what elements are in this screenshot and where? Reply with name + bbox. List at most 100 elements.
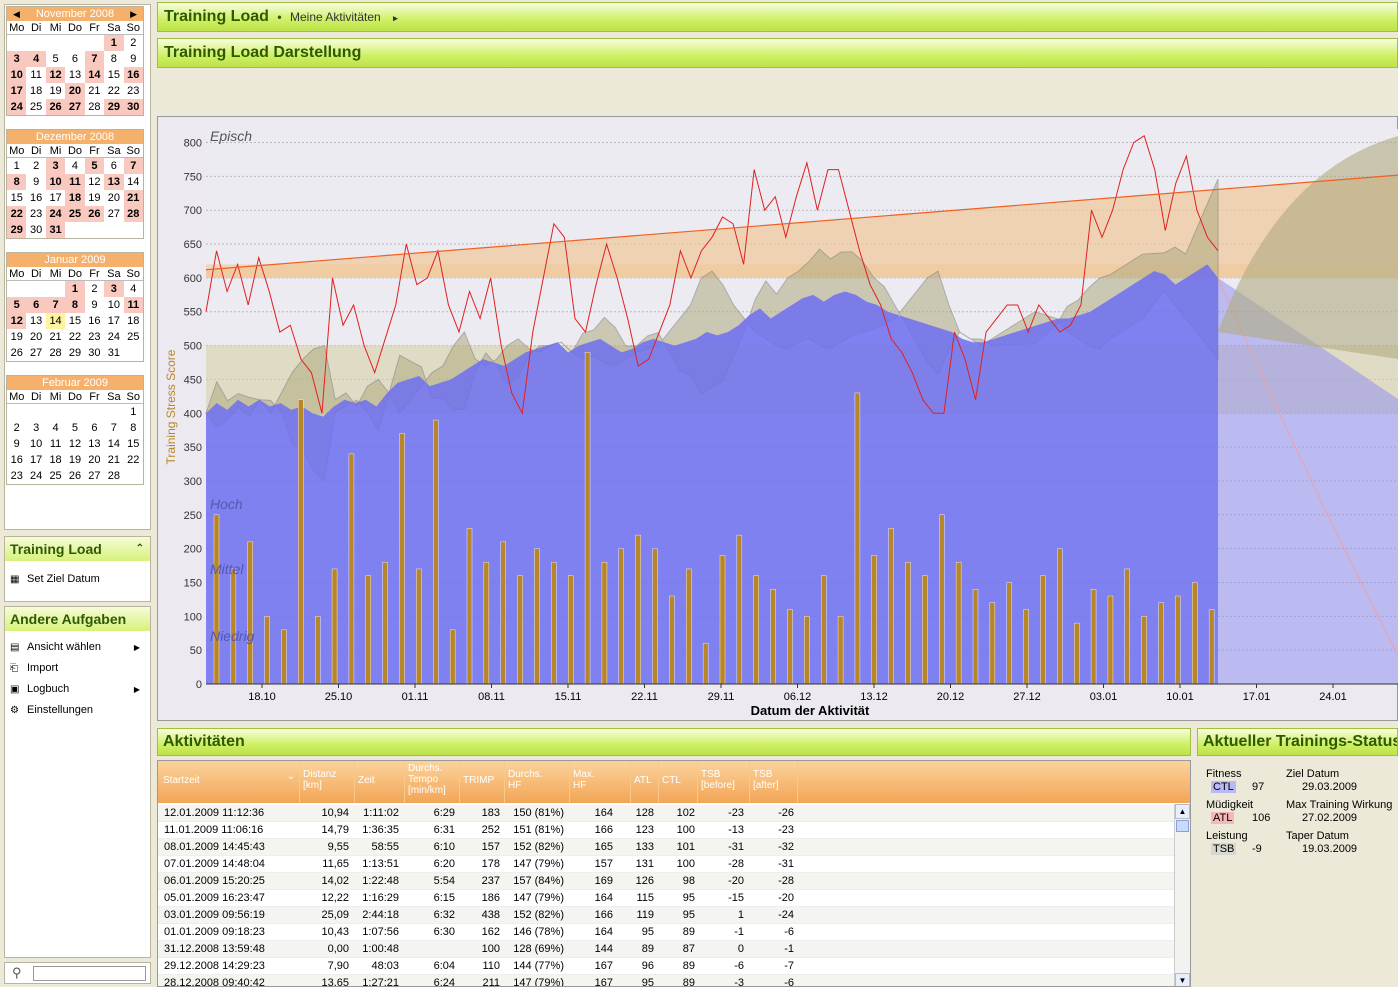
calendar-day[interactable]: 25 [127, 331, 140, 343]
calendar-day[interactable]: 17 [7, 83, 27, 99]
calendar-day[interactable]: 26 [68, 470, 82, 482]
calendar-day[interactable]: 5 [71, 422, 79, 434]
scrollbar[interactable]: ▲ ▼ [1174, 804, 1190, 986]
calendar-day[interactable]: 3 [45, 158, 66, 174]
calendar-day[interactable]: 3 [7, 51, 27, 67]
calendar-day[interactable]: 6 [91, 422, 98, 434]
calendar-day[interactable]: 30 [123, 99, 143, 115]
calendar-day[interactable]: 1 [104, 35, 124, 51]
calendar-day[interactable]: 29 [68, 347, 82, 359]
calendar-day[interactable]: 10 [45, 174, 66, 190]
calendar-day[interactable]: 21 [107, 454, 120, 466]
calendar-day[interactable]: 20 [88, 454, 101, 466]
view-select-item[interactable]: ▤ Ansicht wählen ▶ [5, 637, 150, 658]
calendar-day[interactable]: 8 [7, 174, 27, 190]
calendar-day[interactable]: 19 [68, 454, 82, 466]
column-header[interactable]: TSB [before] [698, 761, 750, 803]
calendar-day[interactable]: 24 [7, 99, 27, 115]
calendar-day[interactable]: 6 [71, 53, 79, 65]
calendar-day[interactable]: 4 [71, 160, 79, 172]
calendar-day[interactable]: 28 [49, 347, 62, 359]
calendar-day[interactable]: 1 [65, 281, 85, 297]
calendar-day[interactable]: 8 [65, 297, 85, 313]
column-header[interactable]: Durchs. HF [505, 761, 570, 803]
calendar-day[interactable]: 11 [49, 438, 62, 450]
calendar-day[interactable]: 18 [30, 85, 43, 97]
calendar-day[interactable]: 28 [107, 470, 120, 482]
calendar-day[interactable]: 11 [30, 69, 42, 81]
calendar-day[interactable]: 5 [52, 53, 59, 65]
calendar-day[interactable]: 26 [45, 99, 66, 115]
calendar-day[interactable]: 12 [45, 67, 66, 83]
calendar-day[interactable]: 15 [107, 69, 120, 81]
calendar-day[interactable]: 6 [110, 160, 117, 172]
calendar-day[interactable]: 14 [107, 438, 120, 450]
set-target-date-link[interactable]: ▦ Set Ziel Datum [10, 573, 100, 585]
calendar-day[interactable]: 20 [30, 331, 43, 343]
calendar-day[interactable]: 2 [130, 37, 137, 49]
calendar-day[interactable]: 8 [110, 53, 117, 65]
column-header[interactable]: TRIMP [460, 761, 505, 803]
calendar-day[interactable]: 24 [107, 331, 120, 343]
table-row[interactable]: 31.12.2008 13:59:48 0,00 1:00:48 100 128 (69… [158, 941, 1176, 958]
calendar-day[interactable]: 24 [45, 206, 66, 222]
calendar-day[interactable]: 27 [65, 99, 85, 115]
column-header[interactable]: ATL [631, 761, 659, 803]
calendar-day[interactable]: 9 [130, 53, 137, 65]
calendar-day[interactable]: 21 [123, 190, 143, 206]
calendar-day[interactable]: 25 [30, 101, 43, 113]
scroll-thumb[interactable] [1176, 820, 1189, 832]
settings-item[interactable]: ⚙ Einstellungen [10, 704, 94, 716]
next-month-icon[interactable]: ▶ [130, 9, 137, 19]
calendar-day[interactable]: 27 [107, 208, 120, 220]
calendar-day[interactable]: 31 [45, 222, 66, 238]
calendar-day[interactable]: 1 [130, 406, 137, 418]
calendar-day[interactable]: 24 [30, 470, 43, 482]
calendar-day[interactable]: 9 [13, 438, 20, 450]
calendar-day[interactable]: 7 [110, 422, 117, 434]
column-header[interactable]: TSB [after] [750, 761, 798, 803]
calendar-day[interactable]: 17 [30, 454, 43, 466]
calendar-day[interactable]: 9 [33, 176, 40, 188]
calendar-day[interactable]: 18 [127, 315, 140, 327]
calendar-day[interactable]: 26 [10, 347, 23, 359]
table-row[interactable]: 12.01.2009 11:12:36 10,94 1:11:02 6:29 183 15… [158, 805, 1176, 822]
import-item[interactable]: ⎗ Import [10, 662, 59, 674]
calendar-day[interactable]: 13 [30, 315, 43, 327]
column-header[interactable]: Startzeit ⌄ [160, 761, 300, 803]
calendar-day[interactable]: 23 [127, 85, 140, 97]
calendar-day[interactable]: 4 [26, 51, 46, 67]
table-row[interactable]: 29.12.2008 14:29:23 7,90 48:03 6:04 110 144 (… [158, 958, 1176, 975]
calendar-day[interactable]: 21 [49, 331, 62, 343]
calendar-day[interactable]: 20 [65, 83, 85, 99]
calendar-day[interactable]: 23 [88, 331, 101, 343]
calendar-day[interactable]: 25 [49, 470, 62, 482]
calendar-day[interactable]: 6 [26, 297, 46, 313]
calendar-day[interactable]: 25 [65, 206, 85, 222]
calendar-day[interactable]: 3 [33, 422, 40, 434]
calendar-day[interactable]: 19 [49, 85, 62, 97]
calendar-day[interactable]: 4 [130, 283, 137, 295]
calendar-day[interactable]: 9 [91, 299, 98, 311]
calendar-day[interactable]: 12 [7, 313, 27, 329]
collapse-icon[interactable]: ⌃ [135, 543, 144, 554]
column-header[interactable]: Max. HF [570, 761, 631, 803]
calendar-day[interactable]: 18 [65, 190, 85, 206]
calendar-day[interactable]: 2 [13, 422, 20, 434]
calendar-day[interactable]: 28 [88, 101, 101, 113]
calendar-day[interactable]: 30 [30, 224, 43, 236]
calendar-day[interactable]: 4 [52, 422, 59, 434]
calendar-day[interactable]: 8 [130, 422, 137, 434]
column-header[interactable]: Zeit [355, 761, 405, 803]
calendar-day[interactable]: 18 [49, 454, 62, 466]
calendar-day[interactable]: 12 [68, 438, 82, 450]
breadcrumb-link[interactable]: Meine Aktivitäten [290, 10, 381, 24]
calendar-day[interactable]: 28 [123, 206, 143, 222]
table-row[interactable]: 05.01.2009 16:23:47 12,22 1:16:29 6:15 186 14… [158, 890, 1176, 907]
calendar-day[interactable]: 13 [88, 438, 101, 450]
scroll-up-icon[interactable]: ▲ [1175, 804, 1190, 819]
prev-month-icon[interactable]: ◀ [13, 9, 20, 19]
calendar-day[interactable]: 30 [88, 347, 101, 359]
calendar-day[interactable]: 14 [45, 313, 66, 329]
calendar-day[interactable]: 11 [123, 297, 143, 313]
